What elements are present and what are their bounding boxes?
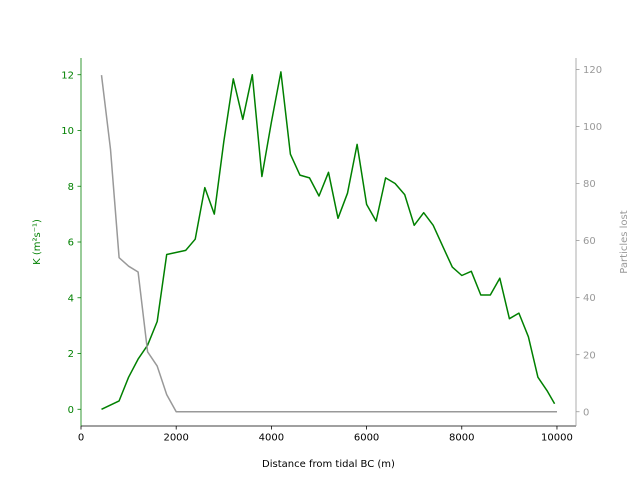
plot-area xyxy=(100,71,557,413)
y-right-tick-label: 40 xyxy=(583,293,596,304)
x-tick-label: 2000 xyxy=(163,433,188,444)
x-tick-label: 6000 xyxy=(354,433,379,444)
y-left-tick-label: 8 xyxy=(68,182,74,193)
y-right-tick-label: 20 xyxy=(583,350,596,361)
y-axis-right-label: Particles lost xyxy=(619,210,630,273)
y-right-tick-label: 0 xyxy=(583,407,589,418)
y-left-tick-label: 2 xyxy=(68,349,74,360)
y-right-tick-label: 60 xyxy=(583,236,596,247)
y-left-tick-label: 4 xyxy=(68,293,74,304)
y-left-tick-label: 0 xyxy=(68,405,74,416)
k-series-line xyxy=(101,71,556,410)
axes: 0 2000 4000 6000 8000 10000024681012020406080… xyxy=(61,58,602,444)
y-right-tick-label: 80 xyxy=(583,179,596,190)
particles-lost-series-line xyxy=(100,75,557,413)
y-right-tick-label: 100 xyxy=(583,122,602,133)
x-axis-label: Distance from tidal BC (m) xyxy=(262,459,395,470)
x-tick-label: 8000 xyxy=(449,433,474,444)
y-right-tick-label: 120 xyxy=(583,65,602,76)
x-tick-label: 4000 xyxy=(259,433,284,444)
y-left-tick-label: 12 xyxy=(61,70,74,81)
y-axis-left-label: K (m²s⁻¹) xyxy=(32,219,43,265)
y-left-tick-label: 10 xyxy=(61,126,74,137)
x-tick-label: 0 xyxy=(78,433,84,444)
y-left-tick-label: 6 xyxy=(68,238,74,249)
x-tick-label: 10000 xyxy=(541,433,573,444)
